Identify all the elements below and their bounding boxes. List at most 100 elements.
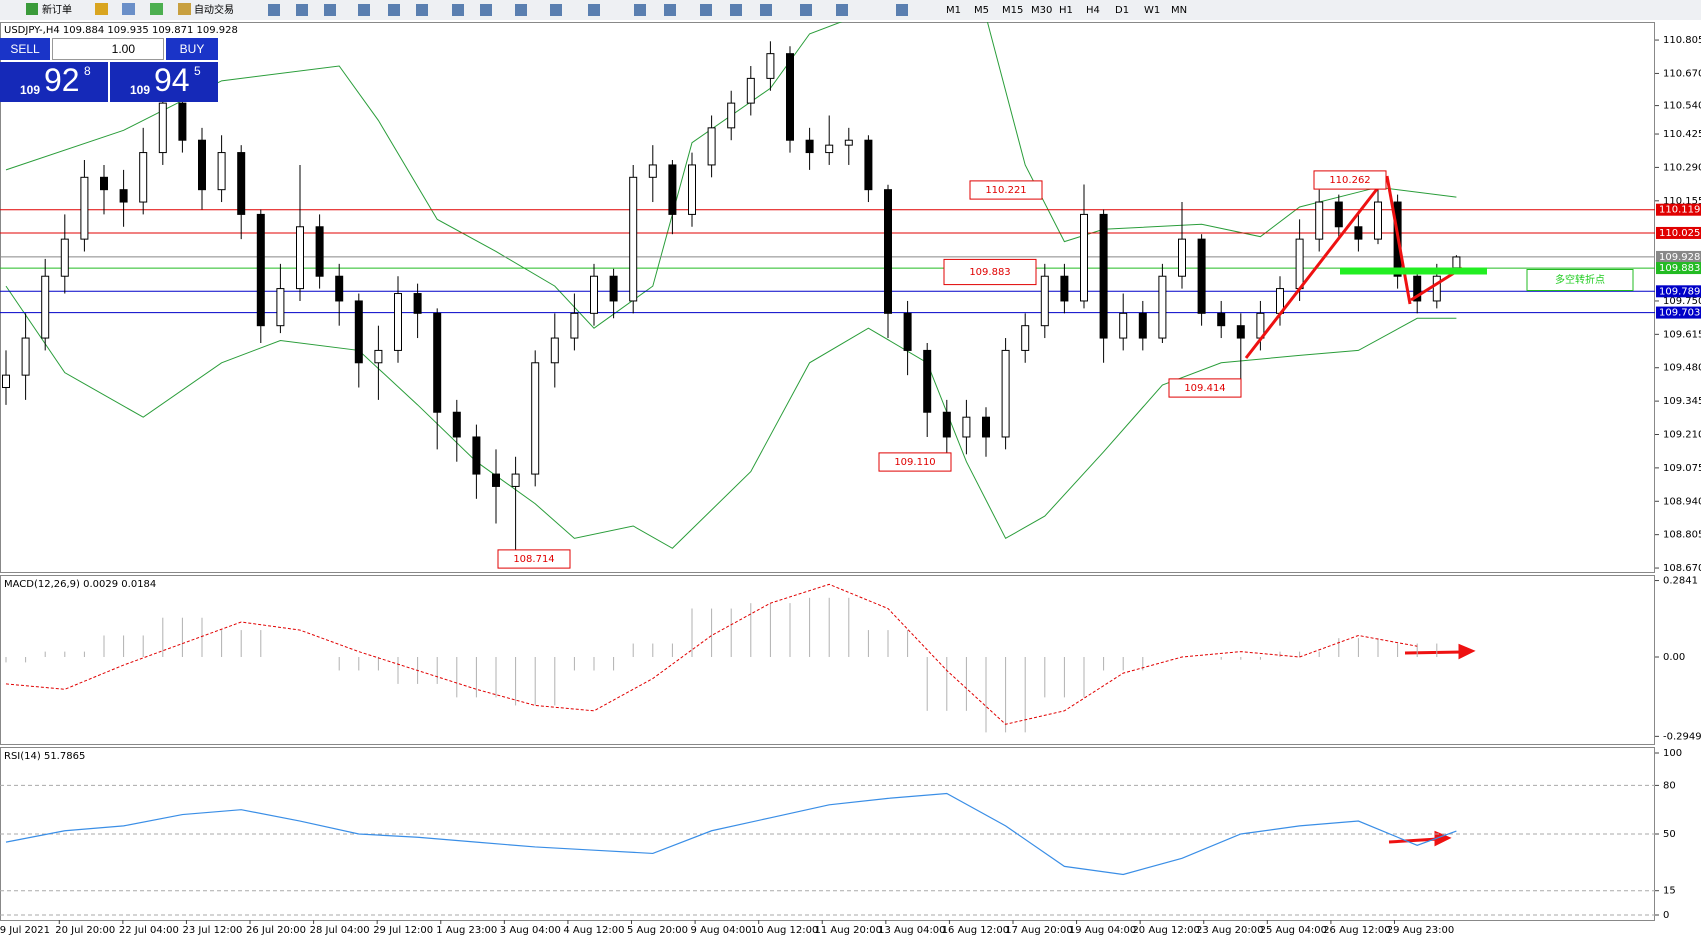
tool-icon[interactable]: [664, 4, 676, 16]
y-tick-label: 109.615: [1663, 329, 1701, 340]
candle-body: [1060, 275, 1069, 302]
annotation: 110.221: [985, 185, 1026, 196]
tool-icon[interactable]: [760, 4, 772, 16]
tool-icon[interactable]: [95, 3, 108, 15]
x-tick-label: 28 Jul 04:00: [310, 925, 370, 936]
price-label: 110.025: [1659, 228, 1700, 239]
auto-trading[interactable]: 自动交易: [194, 3, 234, 16]
candle-body: [1236, 325, 1245, 339]
tool-icon[interactable]: [515, 4, 527, 16]
tool-icon[interactable]: [634, 4, 646, 16]
candle-body: [217, 152, 226, 191]
lot-input[interactable]: 1.00: [52, 38, 164, 60]
tool-icon[interactable]: [896, 4, 908, 16]
x-tick-label: 1 Aug 23:00: [436, 925, 497, 936]
tool-icon[interactable]: [836, 4, 848, 16]
candle-body: [492, 473, 500, 487]
candle-body: [374, 349, 383, 364]
sell-price[interactable]: 109 92 8: [0, 62, 108, 102]
tool-icon[interactable]: [480, 4, 492, 16]
candle-body: [1295, 238, 1304, 290]
new-order[interactable]: 新订单: [42, 3, 72, 16]
candle-body: [1119, 312, 1128, 339]
y-tick-label: 110.290: [1663, 162, 1701, 173]
tool-icon[interactable]: [358, 4, 370, 16]
tool-icon[interactable]: [800, 4, 812, 16]
new-order-icon[interactable]: [26, 3, 38, 15]
candle-body: [178, 102, 187, 141]
tool-icon[interactable]: [730, 4, 742, 16]
buy-price[interactable]: 109 94 5: [110, 62, 218, 102]
price-label: 110.119: [1659, 205, 1700, 216]
candle-body: [1374, 201, 1382, 240]
sell-button[interactable]: SELL: [0, 38, 50, 60]
candle-body: [903, 312, 912, 351]
annotation: 109.414: [1184, 383, 1225, 394]
tool-icon[interactable]: [452, 4, 464, 16]
timeframe[interactable]: W1: [1144, 5, 1160, 16]
timeframe[interactable]: M15: [1002, 5, 1023, 16]
x-tick-label: 17 Aug 20:00: [1005, 925, 1072, 936]
candle-body: [198, 139, 206, 191]
tool-icon[interactable]: [324, 4, 336, 16]
candle-body: [21, 337, 30, 376]
x-tick-label: 13 Aug 04:00: [878, 925, 945, 936]
candle-body: [1099, 213, 1108, 339]
candle-body: [1158, 275, 1167, 339]
y-tick-label: 80: [1663, 780, 1676, 791]
tool-icon[interactable]: [296, 4, 308, 16]
trend-arrow: [1388, 837, 1439, 844]
tool-icon[interactable]: [268, 4, 280, 16]
trend-arrow: [1404, 650, 1463, 655]
annotation: 109.110: [894, 457, 935, 468]
timeframe[interactable]: M5: [974, 5, 989, 16]
annotation-box: [1526, 269, 1634, 291]
price-label-box: [1656, 203, 1701, 216]
annotation-box: [943, 258, 1037, 286]
x-tick-label: 29 Aug 23:00: [1387, 925, 1454, 936]
timeframe[interactable]: MN: [1171, 5, 1187, 16]
candle-body: [100, 176, 108, 191]
x-tick-label: 20 Jul 20:00: [55, 925, 115, 936]
candle-body: [629, 176, 638, 302]
price-pip: 5: [194, 64, 201, 78]
tool-icon[interactable]: [700, 4, 712, 16]
candle-body: [237, 152, 246, 215]
buy-button[interactable]: BUY: [166, 38, 218, 60]
candle-body: [668, 164, 677, 215]
tool-icon[interactable]: [150, 3, 163, 15]
candle-body: [256, 213, 265, 327]
timeframe[interactable]: M1: [946, 5, 961, 16]
y-tick-label: 110.670: [1663, 68, 1701, 79]
candle-body: [1315, 201, 1324, 240]
candle-body: [1217, 312, 1226, 327]
candle-body: [472, 436, 481, 475]
price-label-box: [1656, 285, 1701, 298]
candle-body: [119, 189, 128, 203]
tool-icon[interactable]: [588, 4, 600, 16]
candle-body: [805, 139, 814, 154]
tool-icon[interactable]: [122, 3, 135, 15]
candle-body: [60, 238, 69, 277]
candle-body: [80, 176, 89, 240]
y-tick-label: -0.2949: [1663, 731, 1701, 742]
y-tick-label: 15: [1663, 886, 1676, 897]
tool-icon[interactable]: [388, 4, 400, 16]
tool-icon[interactable]: [416, 4, 428, 16]
x-tick-label: 11 Aug 20:00: [815, 925, 882, 936]
timeframe[interactable]: D1: [1115, 5, 1129, 16]
overlay: 110.221 110.262 109.883 109.414 109.110 108.7…: [497, 170, 1634, 569]
auto-trading-icon[interactable]: [178, 3, 191, 15]
timeframe[interactable]: H1: [1059, 5, 1073, 16]
tool-icon[interactable]: [550, 4, 562, 16]
toolbar: [0, 0, 1701, 20]
timeframe[interactable]: M30: [1031, 5, 1052, 16]
candle-body: [766, 53, 775, 79]
timeframe[interactable]: H4: [1086, 5, 1100, 16]
macd-panel: [0, 575, 1655, 745]
candle-body: [335, 275, 344, 302]
candle-body: [707, 127, 716, 166]
price-label: 109.789: [1659, 286, 1700, 297]
candle-body: [570, 312, 579, 339]
